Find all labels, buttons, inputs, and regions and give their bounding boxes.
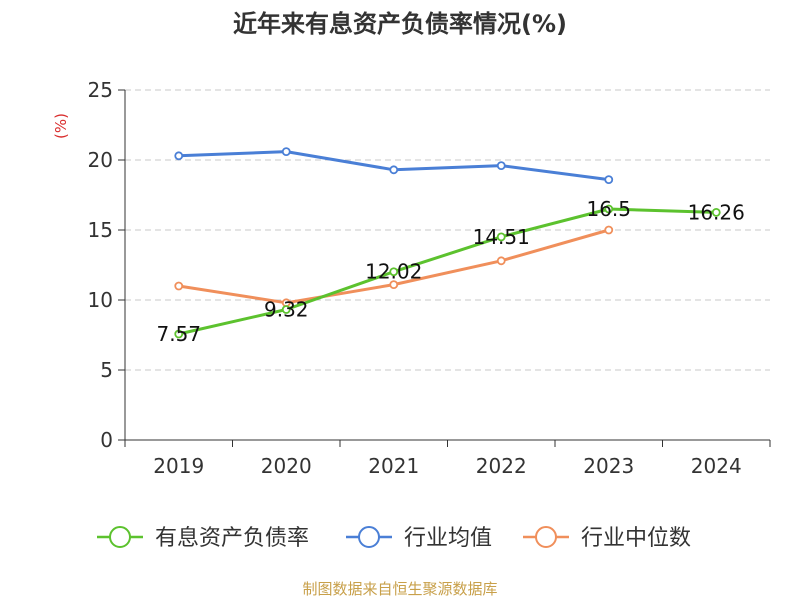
data-point bbox=[496, 161, 506, 171]
data-point bbox=[389, 165, 399, 175]
x-tick-label: 2023 bbox=[583, 454, 634, 478]
data-point bbox=[174, 281, 184, 291]
legend-marker bbox=[109, 526, 131, 548]
data-label: 16.26 bbox=[688, 200, 745, 224]
y-axis-label: (%) bbox=[52, 113, 70, 139]
series-line bbox=[178, 207, 717, 336]
source-note: 制图数据来自恒生聚源数据库 bbox=[302, 580, 497, 598]
chart-title: 近年来有息资产负债率情况(%) bbox=[233, 10, 567, 38]
y-tick-label: 20 bbox=[88, 148, 113, 172]
legend-label: 行业中位数 bbox=[581, 526, 691, 551]
axes: 0 5 10 15 20 25 2019 2020 2021 2022 2023 2024 bbox=[88, 78, 771, 478]
data-label: 7.57 bbox=[156, 322, 201, 346]
series-2 bbox=[174, 225, 614, 308]
y-tick-label: 0 bbox=[100, 428, 113, 452]
legend-marker bbox=[535, 526, 557, 548]
x-tick-label: 2021 bbox=[368, 454, 419, 478]
data-labels: 7.57 9.32 12.02 14.51 16.5 16.26 bbox=[156, 197, 744, 346]
data-point bbox=[496, 232, 506, 242]
data-point bbox=[604, 175, 614, 185]
series-1 bbox=[174, 147, 614, 185]
x-tick-label: 2024 bbox=[691, 454, 742, 478]
data-label: 16.5 bbox=[586, 197, 631, 221]
data-point bbox=[174, 151, 184, 161]
data-label: 9.32 bbox=[264, 298, 309, 322]
legend-item: 有息资产负债率 bbox=[97, 526, 309, 551]
legend-marker bbox=[358, 526, 380, 548]
y-tick-label: 10 bbox=[88, 288, 113, 312]
data-point bbox=[389, 280, 399, 290]
data-point bbox=[281, 305, 291, 314]
legend-label: 有息资产负债率 bbox=[155, 526, 309, 551]
data-point bbox=[281, 147, 291, 157]
legend-item: 行业均值 bbox=[346, 526, 492, 551]
data-point bbox=[174, 329, 184, 339]
series-layer bbox=[174, 147, 721, 339]
data-point bbox=[496, 256, 506, 266]
data-point bbox=[604, 225, 614, 235]
y-tick-label: 15 bbox=[88, 218, 113, 242]
y-tick-label: 5 bbox=[100, 358, 113, 382]
grid-lines bbox=[125, 89, 770, 371]
y-tick-label: 25 bbox=[88, 78, 113, 102]
data-point bbox=[604, 204, 614, 214]
legend: 有息资产负债率 行业均值 行业中位数 bbox=[97, 526, 691, 551]
x-tick-label: 2019 bbox=[153, 454, 204, 478]
data-label: 14.51 bbox=[473, 225, 530, 249]
series-0 bbox=[174, 204, 721, 339]
x-tick-label: 2020 bbox=[261, 454, 312, 478]
data-label: 12.02 bbox=[365, 260, 422, 284]
legend-label: 行业均值 bbox=[404, 526, 492, 551]
data-point bbox=[711, 207, 721, 217]
data-point bbox=[389, 267, 399, 277]
legend-item: 行业中位数 bbox=[523, 526, 691, 551]
x-tick-label: 2022 bbox=[476, 454, 527, 478]
